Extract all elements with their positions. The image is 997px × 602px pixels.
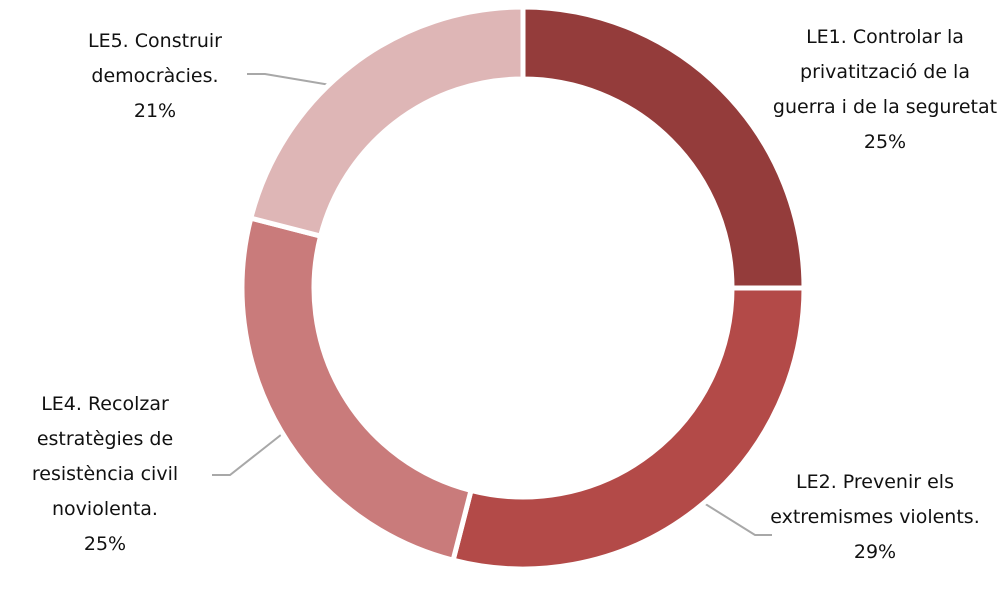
value-label: 25%	[863, 131, 907, 153]
slice-label: LE5. Construir democràcies. 21%	[62, 24, 248, 129]
category-label: LE1. Controlar la privatització de la gu…	[772, 26, 997, 118]
value-label: 25%	[83, 533, 127, 555]
donut-segment	[520, 4, 807, 291]
slice-label: LE1. Controlar la privatització de la gu…	[770, 20, 997, 160]
donut-segment	[239, 215, 475, 564]
category-label: LE2. Prevenir els extremismes violents.	[770, 471, 980, 528]
category-label: LE4. Recolzar estratègies de resistència…	[31, 393, 179, 520]
slice-label: LE2. Prevenir els extremismes violents. 2…	[768, 465, 982, 570]
category-label: LE5. Construir democràcies.	[88, 30, 222, 87]
donut-segment	[450, 285, 807, 572]
value-label: 21%	[133, 100, 177, 122]
value-label: 29%	[853, 541, 897, 563]
donut-segment	[247, 4, 526, 240]
slice-label: LE4. Recolzar estratègies de resistència…	[2, 387, 208, 562]
